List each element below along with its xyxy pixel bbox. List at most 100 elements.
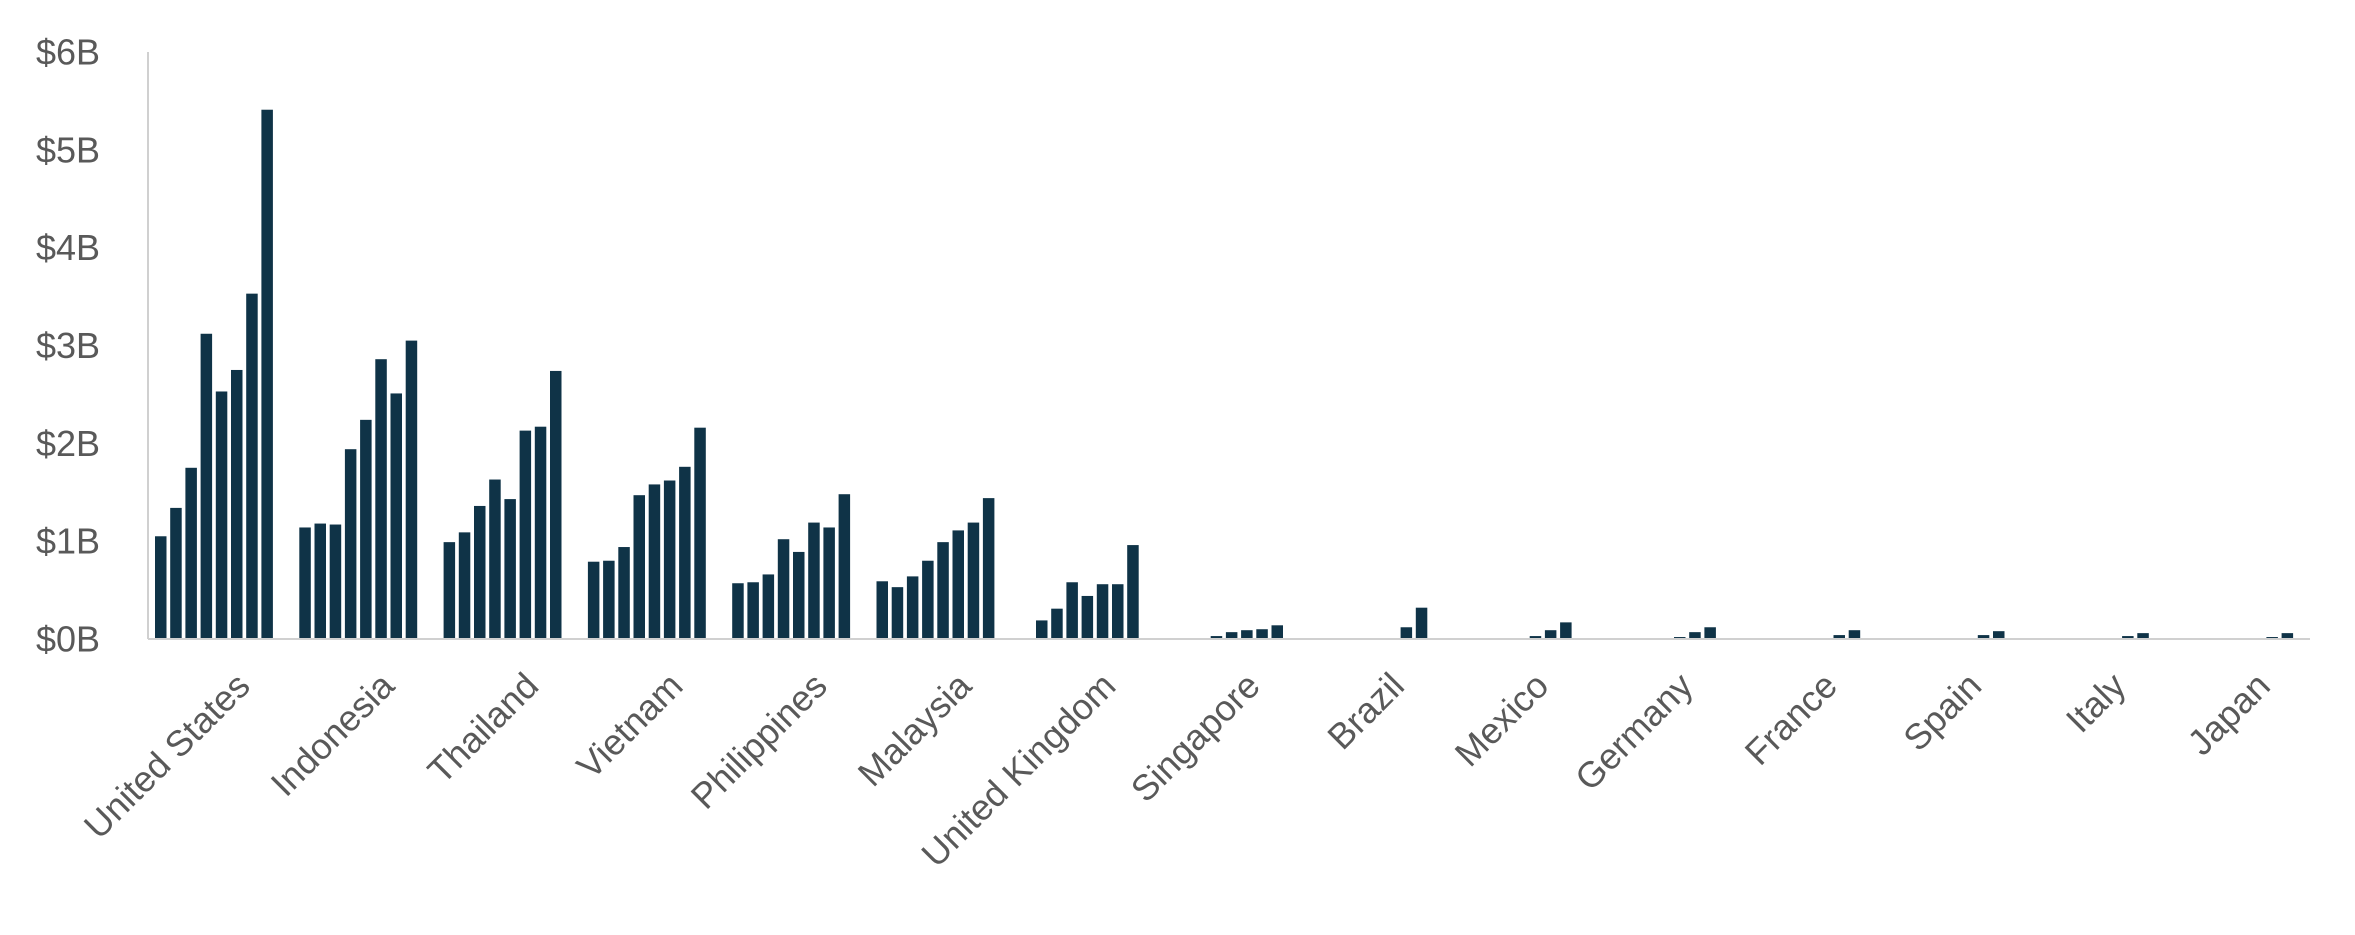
bar bbox=[1400, 627, 1413, 639]
bar bbox=[1848, 630, 1861, 639]
axes-group bbox=[147, 52, 2310, 640]
bar bbox=[1127, 545, 1139, 639]
x-tick-label: Malaysia bbox=[850, 664, 980, 794]
bar bbox=[618, 547, 630, 639]
bar bbox=[891, 587, 904, 639]
bar bbox=[1704, 627, 1716, 639]
bar bbox=[747, 582, 759, 639]
bar bbox=[922, 560, 934, 639]
x-tick-label: Singapore bbox=[1123, 665, 1268, 810]
bar-group-vietnam bbox=[587, 427, 706, 639]
bar bbox=[937, 542, 949, 639]
bar bbox=[967, 522, 980, 639]
y-tick-label: $6B bbox=[36, 32, 100, 73]
bar bbox=[1560, 622, 1572, 639]
x-tick-label: France bbox=[1737, 665, 1845, 773]
bar bbox=[1977, 635, 1990, 639]
bar bbox=[474, 505, 486, 639]
bar bbox=[679, 466, 691, 639]
bar bbox=[504, 499, 516, 639]
bar bbox=[314, 523, 326, 639]
bar bbox=[2281, 633, 2294, 639]
bar bbox=[519, 430, 532, 639]
bar bbox=[1225, 632, 1238, 639]
bar bbox=[1833, 635, 1845, 639]
bar bbox=[1096, 584, 1109, 639]
bar-group-philippines bbox=[732, 494, 851, 639]
y-tick-label: $4B bbox=[36, 227, 100, 268]
bar-group-singapore bbox=[1210, 625, 1283, 639]
bar bbox=[2122, 636, 2134, 639]
bar bbox=[663, 480, 676, 639]
bar bbox=[823, 527, 835, 639]
bar bbox=[458, 532, 471, 639]
bar-group-spain bbox=[1977, 631, 2005, 639]
bar bbox=[1993, 631, 2005, 639]
x-axis-category-labels: United States Indonesia Thailand VietnamPhi… bbox=[76, 664, 2278, 875]
bar bbox=[1415, 607, 1428, 639]
x-tick-label: United States bbox=[76, 665, 258, 847]
bar-group-france bbox=[1833, 630, 1861, 639]
x-tick-label: Vietnam bbox=[569, 665, 691, 787]
bar bbox=[344, 449, 357, 639]
bar bbox=[1256, 629, 1268, 639]
bar-group-germany bbox=[1674, 627, 1716, 639]
bar bbox=[170, 507, 182, 639]
bar bbox=[200, 333, 213, 639]
bar bbox=[1112, 584, 1124, 639]
bar bbox=[732, 583, 744, 639]
bar bbox=[1529, 636, 1542, 639]
y-tick-label: $1B bbox=[36, 521, 100, 562]
bar bbox=[155, 536, 167, 639]
bar bbox=[1036, 620, 1048, 639]
bar bbox=[694, 427, 706, 639]
bar bbox=[1210, 636, 1223, 639]
bar bbox=[1066, 582, 1078, 639]
bar bbox=[808, 522, 820, 639]
bar bbox=[648, 484, 661, 639]
bar bbox=[1241, 630, 1253, 639]
bar bbox=[489, 479, 501, 639]
bar bbox=[603, 560, 615, 639]
bar bbox=[1689, 632, 1701, 639]
x-tick-label: Thailand bbox=[420, 665, 547, 792]
bars-group bbox=[155, 109, 2294, 640]
bar bbox=[360, 419, 372, 639]
bar bbox=[246, 293, 258, 639]
x-tick-label: Mexico bbox=[1447, 665, 1557, 775]
bar bbox=[231, 369, 243, 639]
x-tick-label: Philippines bbox=[683, 665, 835, 817]
bar bbox=[375, 359, 387, 639]
x-tick-label: Indonesia bbox=[263, 664, 403, 804]
bar-group-thailand bbox=[443, 370, 562, 639]
bar bbox=[261, 109, 273, 640]
bar bbox=[185, 467, 197, 639]
x-tick-label: Spain bbox=[1895, 665, 1989, 759]
bar bbox=[793, 551, 805, 639]
bar bbox=[587, 561, 600, 639]
bar bbox=[299, 527, 311, 639]
bar bbox=[390, 393, 402, 639]
bar bbox=[405, 340, 418, 639]
bar bbox=[1081, 595, 1094, 639]
bar bbox=[876, 581, 888, 639]
bar bbox=[1544, 630, 1557, 639]
bar bbox=[906, 576, 919, 639]
x-tick-label: Japan bbox=[2179, 665, 2277, 763]
bar-group-mexico bbox=[1529, 622, 1572, 639]
bar bbox=[329, 524, 342, 639]
x-tick-label: Germany bbox=[1567, 665, 1701, 799]
bar bbox=[762, 574, 775, 639]
x-tick-label: Brazil bbox=[1319, 665, 1412, 758]
bar bbox=[982, 498, 995, 639]
bar-group-italy bbox=[2122, 633, 2149, 639]
y-axis-tick-labels: $0B $1B $2B $3B $4B $5B $6B bbox=[36, 32, 100, 660]
bar-group-brazil bbox=[1400, 607, 1428, 639]
bar-group-malaysia bbox=[876, 498, 995, 639]
bar bbox=[633, 495, 645, 639]
bar bbox=[1051, 608, 1063, 639]
y-tick-label: $0B bbox=[36, 619, 100, 660]
bar bbox=[534, 426, 547, 639]
